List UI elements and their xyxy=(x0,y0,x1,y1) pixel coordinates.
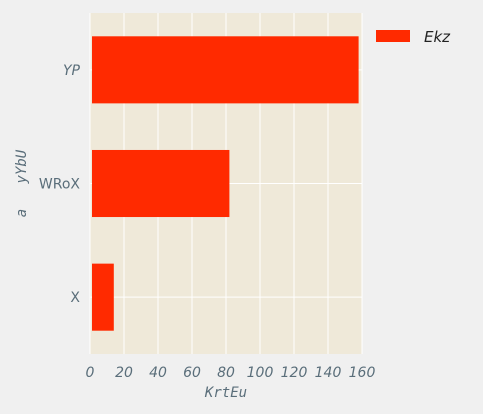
bar xyxy=(92,149,230,218)
x-tick-label: 140 xyxy=(315,365,342,381)
x-tick-label: 120 xyxy=(281,365,308,381)
x-tick-label: 40 xyxy=(149,365,167,381)
x-tick-label: 20 xyxy=(115,365,133,381)
x-axis-ticks: 0 20 40 60 80 100 120 140 160 xyxy=(86,365,376,381)
bar xyxy=(92,263,114,331)
bars xyxy=(92,36,359,331)
legend-swatch xyxy=(376,30,410,42)
y-category-label: WRoX xyxy=(39,177,81,193)
x-tick-label: 100 xyxy=(247,365,274,381)
y-category-label: YP xyxy=(63,63,81,79)
x-tick-label: 60 xyxy=(183,365,201,381)
y-axis-categories: X WRoX YP xyxy=(39,63,81,306)
x-tick-label: 80 xyxy=(217,365,235,381)
y-axis-label: a yYbU xyxy=(14,149,30,217)
x-tick-label: 0 xyxy=(86,365,95,381)
x-tick-label: 160 xyxy=(349,365,376,381)
x-axis-label: KrtEu xyxy=(204,385,247,401)
y-category-label: X xyxy=(70,290,80,306)
bar xyxy=(92,36,359,104)
legend: Ekz xyxy=(376,28,451,46)
legend-label: Ekz xyxy=(424,28,451,46)
